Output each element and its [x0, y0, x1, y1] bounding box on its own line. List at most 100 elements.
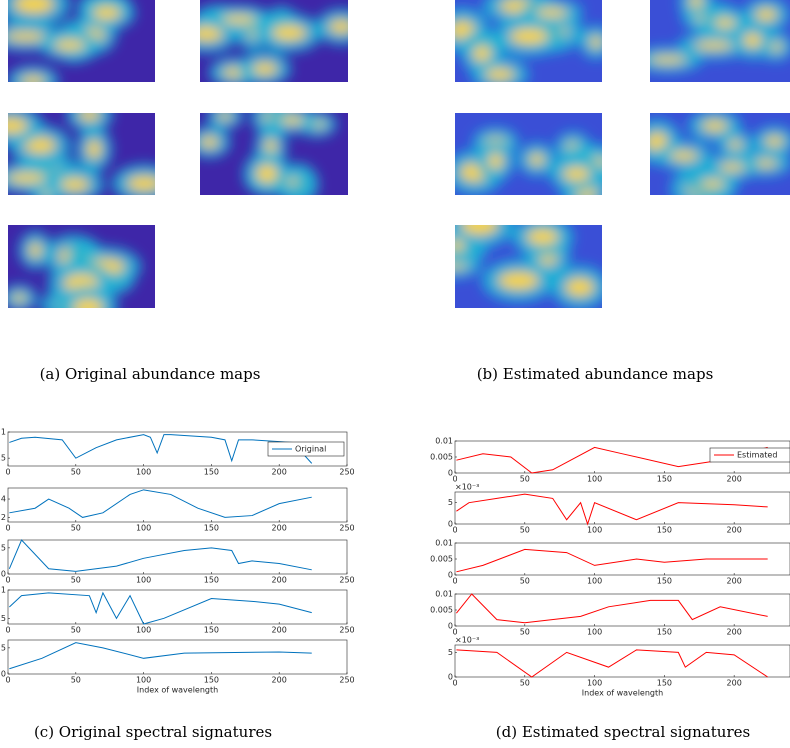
abundance-map: [188, 99, 348, 205]
blob-core: [565, 278, 594, 296]
abundance-map: [436, 0, 612, 91]
x-tick-label: 200: [727, 679, 742, 688]
x-tick-label: 0: [5, 524, 10, 533]
blob-core: [590, 36, 602, 48]
abundance-map: [0, 0, 155, 96]
x-tick-label: 100: [136, 524, 151, 533]
y-tick-label: 0.005: [430, 606, 453, 615]
x-tick-label: 150: [204, 676, 219, 685]
abundance-map: [446, 113, 624, 213]
axes-box: [8, 488, 347, 522]
y-tick-label: 0.5: [0, 454, 6, 463]
x-tick-label: 50: [520, 475, 530, 484]
abundance-map: [2, 225, 155, 328]
blob-core: [79, 109, 100, 120]
x-tick-label: 0: [452, 679, 457, 688]
x-tick-label: 100: [587, 577, 602, 586]
y-tick-label: 0.5: [0, 614, 6, 623]
y-tick-label: 0: [448, 520, 453, 529]
legend-label: Estimated: [737, 451, 777, 460]
y-tick-label: 0.005: [430, 555, 453, 564]
x-tick-label: 250: [339, 576, 354, 585]
x-tick-label: 0: [5, 676, 10, 685]
x-tick-label: 50: [71, 626, 81, 635]
blob-core: [670, 151, 699, 161]
x-tick-label: 0: [5, 468, 10, 477]
abundance-map: [0, 98, 177, 208]
blob-core: [701, 180, 726, 188]
blob-core: [281, 116, 305, 125]
blob-core: [256, 164, 278, 182]
x-tick-label: 250: [339, 524, 354, 533]
x-tick-label: 50: [71, 676, 81, 685]
blob-core: [222, 15, 256, 24]
blob-core: [272, 25, 307, 40]
y-tick-label: 4: [1, 495, 6, 504]
y-tick-label: 0: [448, 469, 453, 478]
blob-core: [702, 120, 728, 131]
blob-core: [252, 63, 277, 75]
blob-core: [728, 140, 742, 149]
y-tick-label: 5: [448, 498, 453, 507]
abundance-map: [428, 202, 608, 309]
x-tick-label: 50: [520, 526, 530, 535]
x-tick-label: 250: [339, 676, 354, 685]
blob-core: [510, 28, 548, 44]
x-tick-label: 150: [657, 577, 672, 586]
y-tick-label: 1: [1, 586, 6, 595]
blob-core: [54, 40, 86, 51]
x-tick-label: 0: [452, 526, 457, 535]
blob-core: [649, 56, 686, 64]
x-tick-label: 0: [5, 626, 10, 635]
blob-core: [694, 41, 733, 49]
y-tick-label: 2: [1, 513, 6, 522]
x-tick-label: 200: [272, 676, 287, 685]
x-tick-label: 100: [587, 679, 602, 688]
axes-box: [8, 590, 347, 624]
blob-core: [87, 140, 101, 159]
axes-box: [8, 640, 347, 674]
blob-core: [200, 137, 218, 148]
axes-box: [455, 645, 790, 677]
x-tick-label: 50: [71, 468, 81, 477]
blob-core: [93, 6, 121, 19]
caption: (b) Estimated abundance maps: [477, 365, 714, 383]
x-axis-label: Index of wavelength: [137, 686, 218, 695]
blob-core: [563, 167, 590, 181]
x-tick-label: 50: [71, 576, 81, 585]
x-tick-label: 100: [136, 576, 151, 585]
blob-core: [536, 8, 568, 17]
blob-core: [485, 68, 515, 80]
x-tick-label: 150: [657, 628, 672, 637]
x-tick-label: 50: [520, 577, 530, 586]
x-tick-label: 150: [204, 576, 219, 585]
figure: (a) Original abundance maps (b) Estimate…: [0, 0, 790, 748]
x-tick-label: 100: [136, 626, 151, 635]
x-axis-label: Index of wavelength: [582, 689, 663, 698]
x-tick-label: 100: [136, 676, 151, 685]
blob-core: [5, 32, 46, 41]
blob-core: [526, 229, 558, 245]
y-tick-label: 0: [448, 622, 453, 631]
y-tick-label: 5: [448, 648, 453, 657]
x-tick-label: 200: [727, 526, 742, 535]
axes-box: [8, 540, 347, 574]
blob-core: [765, 136, 784, 146]
y-tick-label: 0: [1, 670, 6, 679]
y-tick-label: 5: [1, 643, 6, 652]
blob-core: [719, 163, 745, 171]
x-tick-label: 100: [587, 526, 602, 535]
x-tick-label: 50: [520, 628, 530, 637]
y-tick-label: 5: [1, 543, 6, 552]
x-tick-label: 200: [727, 577, 742, 586]
x-tick-label: 50: [71, 524, 81, 533]
x-tick-label: 200: [727, 475, 742, 484]
x-tick-label: 150: [204, 524, 219, 533]
blob-core: [329, 20, 354, 33]
blob-core: [449, 240, 464, 251]
x-tick-label: 250: [339, 468, 354, 477]
x-tick-label: 200: [272, 626, 287, 635]
blob-core: [498, 272, 539, 290]
x-tick-label: 100: [587, 628, 602, 637]
abundance-map: [633, 0, 790, 82]
